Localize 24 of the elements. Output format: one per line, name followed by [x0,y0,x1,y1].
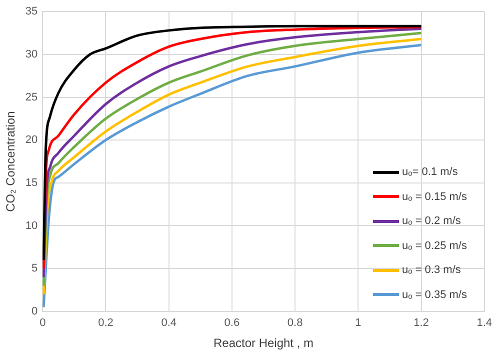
legend-label: uₒ = 0.25 m/s [402,240,467,252]
x-tick-label: 1.2 [414,317,429,330]
y-tick-label: 30 [25,48,38,60]
x-tick-label: 0.2 [98,317,114,330]
y-tick-label: 0 [32,305,38,318]
y-tick-label: 5 [32,262,38,275]
x-axis-title: Reactor Height , m [213,336,314,350]
y-tick-label: 35 [25,6,38,18]
x-tick-label: 0.6 [224,317,240,330]
x-tick-label: 0.8 [287,317,303,330]
legend-label: uₒ= 0.1 m/s [402,166,458,178]
x-tick-label: 1.4 [476,317,492,330]
y-tick-label: 20 [25,134,38,146]
legend-label: uₒ = 0.3 m/s [402,264,461,276]
y-tick-label: 25 [25,91,38,104]
y-tick-label: 15 [25,176,38,189]
x-tick-label: 0.4 [161,317,176,330]
legend-label: uₒ = 0.15 m/s [402,190,467,203]
y-tick-label: 10 [25,220,38,232]
y-axis-title: CO₂ Concentration [4,111,18,212]
legend-label: uₒ = 0.2 m/s [402,215,461,228]
legend-label: uₒ = 0.35 m/s [402,288,467,301]
x-tick-label: 1 [355,317,362,330]
x-tick-label: 0 [40,317,46,330]
